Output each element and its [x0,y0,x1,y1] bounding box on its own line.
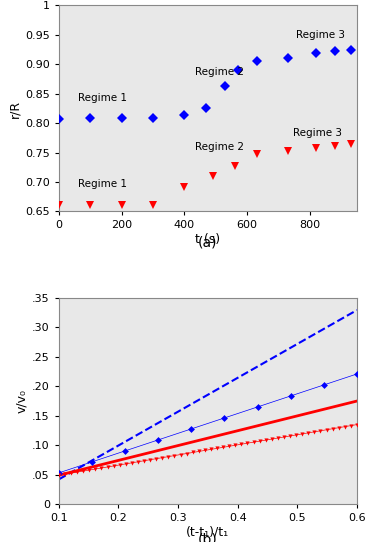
Text: Regime 3: Regime 3 [293,127,342,138]
Text: Regime 1: Regime 1 [78,179,127,189]
X-axis label: (t-t₁)/t₁: (t-t₁)/t₁ [186,526,230,539]
Text: Regime 3: Regime 3 [296,30,345,40]
Text: (a): (a) [198,235,217,249]
Text: (b): (b) [198,532,218,542]
Text: Regime 1: Regime 1 [78,93,127,103]
Y-axis label: v/v₀: v/v₀ [15,389,28,413]
Y-axis label: r/R: r/R [8,99,21,118]
Text: Regime 2: Regime 2 [195,142,244,152]
Text: Regime 2: Regime 2 [195,67,244,77]
X-axis label: t (s): t (s) [195,233,220,246]
